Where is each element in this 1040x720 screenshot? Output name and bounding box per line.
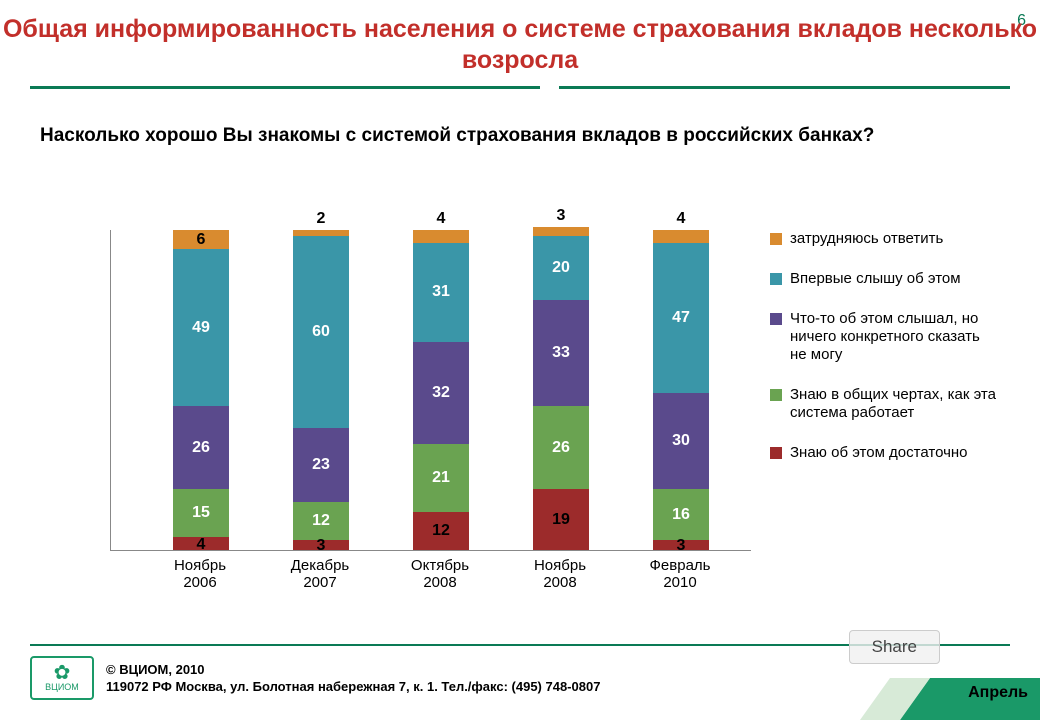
legend-swatch [770, 233, 782, 245]
bar-segment-first_hear: 60 [293, 236, 349, 428]
bar-column: 47301634 [653, 230, 709, 550]
bar-segment-heard_vague: 33 [533, 300, 589, 406]
bar-segment-know_general: 21 [413, 444, 469, 511]
legend-label: Впервые слышу об этом [790, 270, 961, 288]
share-button[interactable]: Share [849, 630, 940, 664]
legend-swatch [770, 273, 782, 285]
stacked-bar-chart: 6492615460231232313221124203326193473016… [110, 230, 970, 580]
legend-label: Знаю в общих чертах, как эта система раб… [790, 386, 1000, 422]
copyright-line: © ВЦИОМ, 2010 [106, 662, 600, 679]
bar-segment-first_hear: 49 [173, 249, 229, 406]
category-label: Февраль2010 [620, 558, 740, 591]
legend-label: Что-то об этом слышал, но ничего конкрет… [790, 310, 1000, 364]
bar-segment-know_general: 12 [293, 502, 349, 540]
bar-column: 60231232 [293, 230, 349, 550]
title-underline [30, 86, 1010, 89]
bar-segment-difficult [653, 230, 709, 243]
rule-segment [30, 86, 540, 89]
bar-segment-first_hear: 31 [413, 243, 469, 342]
bar-segment-first_hear: 47 [653, 243, 709, 393]
bar-column: 64926154 [173, 230, 229, 550]
bar-segment-difficult [533, 227, 589, 237]
bar-value-label: 4 [653, 210, 709, 228]
bar-value-label: 3 [293, 537, 349, 555]
bar-value-label: 3 [653, 537, 709, 555]
copyright-block: © ВЦИОМ, 2010 119072 РФ Москва, ул. Боло… [106, 662, 600, 696]
bar-value-label: 4 [173, 536, 229, 554]
legend-swatch [770, 313, 782, 325]
legend-swatch [770, 447, 782, 459]
page-title: Общая информированность населения о сист… [0, 14, 1040, 77]
plot-area: 6492615460231232313221124203326193473016… [110, 230, 751, 551]
bar-segment-difficult: 6 [173, 230, 229, 249]
legend-label: Знаю об этом достаточно [790, 444, 968, 462]
chart-legend: затрудняюсь ответить Впервые слышу об это… [770, 230, 1000, 484]
bar-value-label: 2 [293, 210, 349, 228]
bar-segment-know_general: 16 [653, 489, 709, 540]
legend-label: затрудняюсь ответить [790, 230, 943, 248]
bar-segment-heard_vague: 26 [173, 406, 229, 489]
legend-item-heard_vague: Что-то об этом слышал, но ничего конкрет… [770, 310, 1000, 364]
bar-value-label: 3 [533, 207, 589, 225]
category-label: Декабрь2007 [260, 558, 380, 591]
legend-item-difficult: затрудняюсь ответить [770, 230, 1000, 248]
bar-segment-know_general: 26 [533, 406, 589, 489]
legend-item-first_hear: Впервые слышу об этом [770, 270, 1000, 288]
bar-segment-heard_vague: 23 [293, 428, 349, 502]
legend-item-know_enough: Знаю об этом достаточно [770, 444, 1000, 462]
month-label: Апрель [968, 684, 1028, 702]
logo-text: ВЦИОМ [32, 682, 92, 692]
logo-glyph: ✿ [32, 664, 92, 682]
category-label: Ноябрь2006 [140, 558, 260, 591]
bar-column: 313221124 [413, 230, 469, 550]
vciom-logo: ✿ ВЦИОМ [30, 656, 94, 700]
bar-column: 203326193 [533, 227, 589, 550]
bar-segment-heard_vague: 30 [653, 393, 709, 489]
slide: 6 Общая информированность населения о си… [0, 0, 1040, 720]
address-line: 119072 РФ Москва, ул. Болотная набережна… [106, 679, 600, 696]
legend-swatch [770, 389, 782, 401]
month-tab: Апрель [860, 678, 1040, 720]
category-label: Ноябрь2008 [500, 558, 620, 591]
bar-segment-know_enough: 12 [413, 512, 469, 550]
legend-item-know_general: Знаю в общих чертах, как эта система раб… [770, 386, 1000, 422]
bar-value-label: 4 [413, 210, 469, 228]
survey-question: Насколько хорошо Вы знакомы с системой с… [40, 125, 1000, 147]
bar-segment-heard_vague: 32 [413, 342, 469, 444]
bar-segment-first_hear: 20 [533, 236, 589, 300]
bar-segment-difficult [413, 230, 469, 243]
category-label: Октябрь2008 [380, 558, 500, 591]
bar-segment-know_enough: 19 [533, 489, 589, 550]
rule-segment [559, 86, 1010, 89]
bar-segment-know_general: 15 [173, 489, 229, 537]
